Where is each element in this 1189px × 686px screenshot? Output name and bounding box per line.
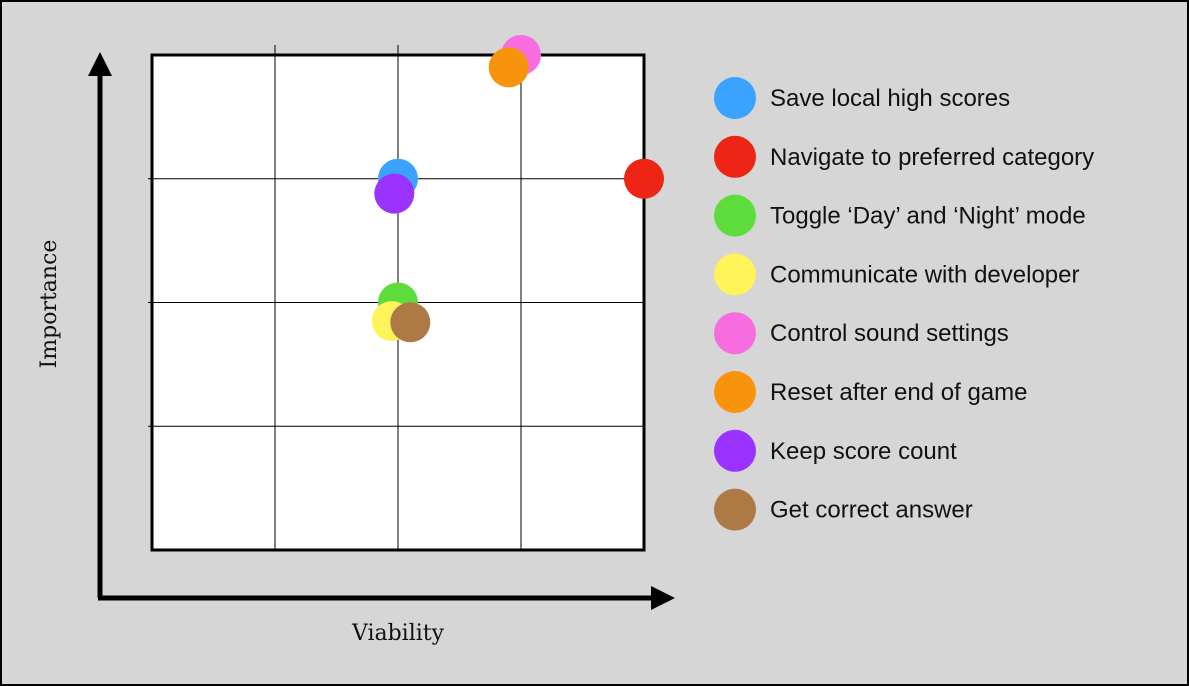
data-point-7: [374, 173, 415, 214]
y-axis-label: Importance: [37, 240, 62, 369]
legend-label: Navigate to preferred category: [770, 144, 1094, 171]
legend-item: Control sound settings: [714, 312, 1009, 355]
legend-item: Toggle ‘Day’ and ‘Night’ mode: [714, 194, 1086, 237]
x-axis-label: Viability: [351, 621, 445, 646]
legend-item: Communicate with developer: [714, 253, 1079, 296]
data-point-6: [488, 47, 529, 88]
legend-item: Navigate to preferred category: [714, 135, 1094, 178]
data-point-2: [624, 158, 664, 199]
legend-label: Keep score count: [770, 438, 957, 465]
legend: Save local high scores Navigate to prefer…: [714, 77, 1094, 531]
legend-marker: [714, 312, 756, 355]
legend-label: Control sound settings: [770, 320, 1009, 347]
y-axis-arrow: [88, 52, 112, 76]
legend-marker: [714, 488, 756, 531]
legend-label: Toggle ‘Day’ and ‘Night’ mode: [770, 203, 1086, 230]
data-points: [371, 35, 664, 343]
legend-marker: [714, 77, 756, 119]
legend-label: Communicate with developer: [770, 261, 1079, 288]
legend-marker: [714, 135, 756, 178]
x-axis-arrow: [651, 586, 675, 610]
legend-marker: [714, 253, 756, 296]
legend-label: Get correct answer: [770, 497, 973, 524]
legend-item: Save local high scores: [714, 77, 1010, 119]
legend-marker: [714, 429, 756, 472]
legend-label: Reset after end of game: [770, 379, 1027, 406]
legend-marker: [714, 371, 756, 413]
legend-label: Save local high scores: [770, 85, 1010, 112]
legend-item: Get correct answer: [714, 488, 973, 531]
legend-item: Reset after end of game: [714, 371, 1027, 413]
legend-marker: [714, 194, 756, 237]
legend-item: Keep score count: [714, 429, 957, 472]
data-point-8: [390, 302, 431, 343]
